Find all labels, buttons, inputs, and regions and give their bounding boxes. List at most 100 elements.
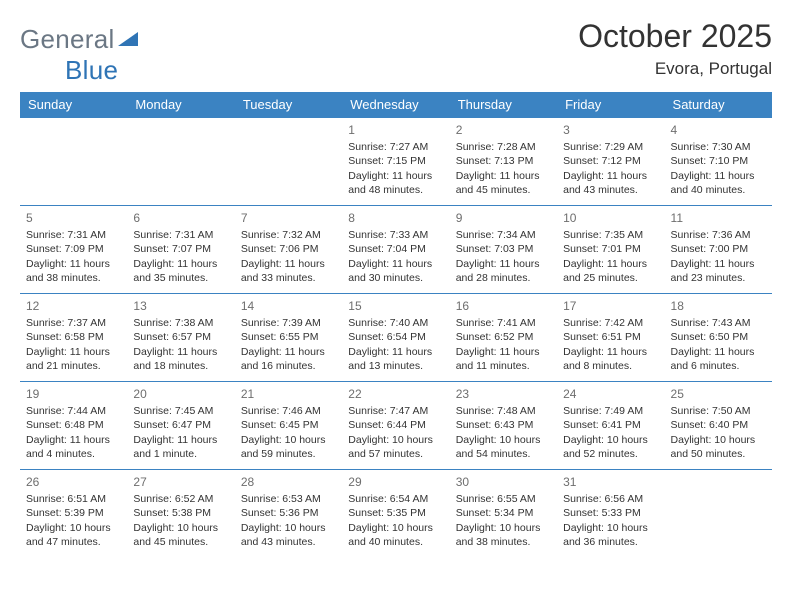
title-block: October 2025 Evora, Portugal — [578, 18, 772, 79]
sunset-text: Sunset: 7:01 PM — [563, 242, 658, 256]
sunset-text: Sunset: 6:44 PM — [348, 418, 443, 432]
daylight-text: Daylight: 11 hours and 43 minutes. — [563, 169, 658, 197]
sunrise-text: Sunrise: 7:37 AM — [26, 316, 121, 330]
sunset-text: Sunset: 5:35 PM — [348, 506, 443, 520]
daylight-text: Daylight: 10 hours and 59 minutes. — [241, 433, 336, 461]
daylight-text: Daylight: 11 hours and 8 minutes. — [563, 345, 658, 373]
daylight-text: Daylight: 10 hours and 43 minutes. — [241, 521, 336, 549]
calendar-day-cell — [20, 118, 127, 206]
calendar-day-cell: 25Sunrise: 7:50 AMSunset: 6:40 PMDayligh… — [665, 382, 772, 470]
weekday-header: Thursday — [450, 92, 557, 118]
calendar-day-cell: 18Sunrise: 7:43 AMSunset: 6:50 PMDayligh… — [665, 294, 772, 382]
day-number: 2 — [456, 122, 551, 138]
sunset-text: Sunset: 6:52 PM — [456, 330, 551, 344]
calendar-day-cell — [127, 118, 234, 206]
sunset-text: Sunset: 6:43 PM — [456, 418, 551, 432]
day-number: 9 — [456, 210, 551, 226]
daylight-text: Daylight: 11 hours and 6 minutes. — [671, 345, 766, 373]
calendar-header-row: Sunday Monday Tuesday Wednesday Thursday… — [20, 92, 772, 118]
sunrise-text: Sunrise: 7:30 AM — [671, 140, 766, 154]
sunrise-text: Sunrise: 7:32 AM — [241, 228, 336, 242]
calendar-day-cell: 22Sunrise: 7:47 AMSunset: 6:44 PMDayligh… — [342, 382, 449, 470]
day-number: 3 — [563, 122, 658, 138]
daylight-text: Daylight: 11 hours and 4 minutes. — [26, 433, 121, 461]
calendar-day-cell: 5Sunrise: 7:31 AMSunset: 7:09 PMDaylight… — [20, 206, 127, 294]
sunset-text: Sunset: 6:58 PM — [26, 330, 121, 344]
daylight-text: Daylight: 11 hours and 28 minutes. — [456, 257, 551, 285]
weekday-header: Wednesday — [342, 92, 449, 118]
sunset-text: Sunset: 6:50 PM — [671, 330, 766, 344]
sunset-text: Sunset: 7:04 PM — [348, 242, 443, 256]
sunrise-text: Sunrise: 7:47 AM — [348, 404, 443, 418]
calendar-day-cell: 8Sunrise: 7:33 AMSunset: 7:04 PMDaylight… — [342, 206, 449, 294]
day-number: 18 — [671, 298, 766, 314]
calendar-day-cell: 23Sunrise: 7:48 AMSunset: 6:43 PMDayligh… — [450, 382, 557, 470]
sunset-text: Sunset: 7:03 PM — [456, 242, 551, 256]
sunset-text: Sunset: 7:13 PM — [456, 154, 551, 168]
weekday-header: Sunday — [20, 92, 127, 118]
day-number: 8 — [348, 210, 443, 226]
sunrise-text: Sunrise: 7:49 AM — [563, 404, 658, 418]
sunrise-text: Sunrise: 7:38 AM — [133, 316, 228, 330]
calendar-table: Sunday Monday Tuesday Wednesday Thursday… — [20, 92, 772, 558]
day-number: 15 — [348, 298, 443, 314]
day-number: 21 — [241, 386, 336, 402]
sunset-text: Sunset: 7:15 PM — [348, 154, 443, 168]
day-number: 17 — [563, 298, 658, 314]
sunset-text: Sunset: 6:45 PM — [241, 418, 336, 432]
day-number: 27 — [133, 474, 228, 490]
calendar-day-cell: 13Sunrise: 7:38 AMSunset: 6:57 PMDayligh… — [127, 294, 234, 382]
daylight-text: Daylight: 11 hours and 16 minutes. — [241, 345, 336, 373]
calendar-day-cell: 2Sunrise: 7:28 AMSunset: 7:13 PMDaylight… — [450, 118, 557, 206]
sunset-text: Sunset: 6:41 PM — [563, 418, 658, 432]
sunset-text: Sunset: 7:10 PM — [671, 154, 766, 168]
calendar-day-cell: 28 Sunrise: 6:53 AMSunset: 5:36 PMDayligh… — [235, 470, 342, 558]
logo-text-part2: Blue — [65, 55, 118, 85]
calendar-day-cell: 9 Sunrise: 7:34 AMSunset: 7:03 PMDaylight… — [450, 206, 557, 294]
calendar-day-cell: 17Sunrise: 7:42 AMSunset: 6:51 PMDayligh… — [557, 294, 664, 382]
calendar-day-cell: 20Sunrise: 7:45 AMSunset: 6:47 PMDayligh… — [127, 382, 234, 470]
sunrise-text: Sunrise: 7:34 AM — [456, 228, 551, 242]
sunrise-text: Sunrise: 7:50 AM — [671, 404, 766, 418]
daylight-text: Daylight: 11 hours and 21 minutes. — [26, 345, 121, 373]
daylight-text: Daylight: 10 hours and 50 minutes. — [671, 433, 766, 461]
sunrise-text: Sunrise: 7:29 AM — [563, 140, 658, 154]
logo-text-part2-wrap: Blue — [65, 55, 125, 86]
weekday-header: Tuesday — [235, 92, 342, 118]
daylight-text: Daylight: 11 hours and 1 minute. — [133, 433, 228, 461]
weekday-header: Saturday — [665, 92, 772, 118]
sunset-text: Sunset: 6:55 PM — [241, 330, 336, 344]
daylight-text: Daylight: 11 hours and 23 minutes. — [671, 257, 766, 285]
sunset-text: Sunset: 7:00 PM — [671, 242, 766, 256]
calendar-day-cell — [235, 118, 342, 206]
sunrise-text: Sunrise: 7:31 AM — [26, 228, 121, 242]
sunset-text: Sunset: 5:34 PM — [456, 506, 551, 520]
sunrise-text: Sunrise: 7:45 AM — [133, 404, 228, 418]
sunset-text: Sunset: 6:57 PM — [133, 330, 228, 344]
sunrise-text: Sunrise: 7:39 AM — [241, 316, 336, 330]
day-number: 28 — [241, 474, 336, 490]
calendar-day-cell: 27Sunrise: 6:52 AMSunset: 5:38 PMDayligh… — [127, 470, 234, 558]
day-number: 30 — [456, 474, 551, 490]
calendar-body: 1Sunrise: 7:27 AMSunset: 7:15 PMDaylight… — [20, 118, 772, 558]
day-number: 12 — [26, 298, 121, 314]
calendar-day-cell: 4Sunrise: 7:30 AMSunset: 7:10 PMDaylight… — [665, 118, 772, 206]
sunrise-text: Sunrise: 7:35 AM — [563, 228, 658, 242]
sunrise-text: Sunrise: 7:40 AM — [348, 316, 443, 330]
sunrise-text: Sunrise: 7:36 AM — [671, 228, 766, 242]
daylight-text: Daylight: 11 hours and 45 minutes. — [456, 169, 551, 197]
sunset-text: Sunset: 7:06 PM — [241, 242, 336, 256]
sunset-text: Sunset: 6:47 PM — [133, 418, 228, 432]
sunset-text: Sunset: 5:36 PM — [241, 506, 336, 520]
calendar-week-row: 12Sunrise: 7:37 AMSunset: 6:58 PMDayligh… — [20, 294, 772, 382]
sunrise-text: Sunrise: 6:52 AM — [133, 492, 228, 506]
calendar-week-row: 1Sunrise: 7:27 AMSunset: 7:15 PMDaylight… — [20, 118, 772, 206]
sunrise-text: Sunrise: 6:53 AM — [241, 492, 336, 506]
calendar-day-cell — [665, 470, 772, 558]
weekday-header: Friday — [557, 92, 664, 118]
day-number: 14 — [241, 298, 336, 314]
daylight-text: Daylight: 10 hours and 36 minutes. — [563, 521, 658, 549]
sunrise-text: Sunrise: 7:44 AM — [26, 404, 121, 418]
calendar-week-row: 19Sunrise: 7:44 AMSunset: 6:48 PMDayligh… — [20, 382, 772, 470]
calendar-day-cell: 15Sunrise: 7:40 AMSunset: 6:54 PMDayligh… — [342, 294, 449, 382]
